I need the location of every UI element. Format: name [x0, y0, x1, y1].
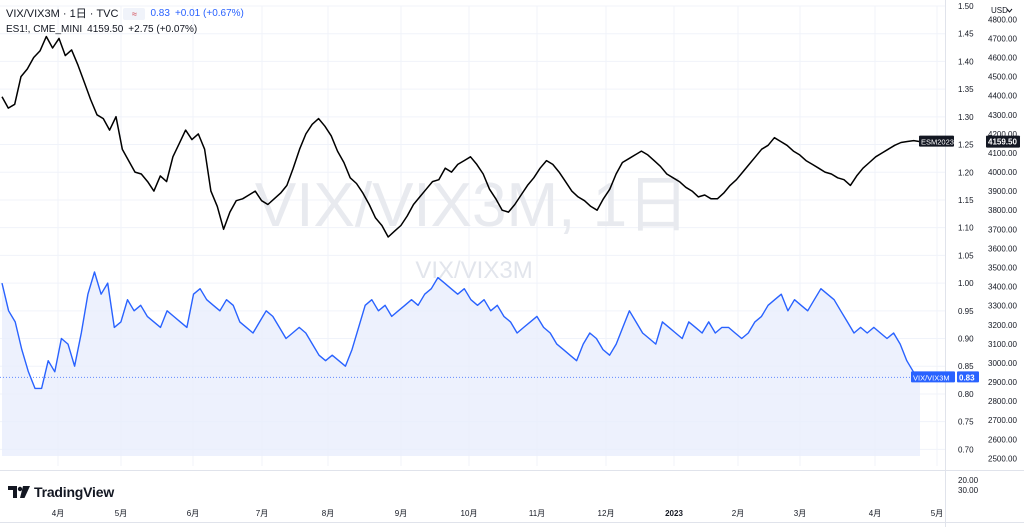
x-axis-tick-label: 5月 — [115, 509, 127, 518]
currency-selector[interactable]: USD — [991, 6, 1008, 15]
left-scale-tick-label: 0.75 — [958, 418, 974, 427]
left-scale-tick-label: 1.50 — [958, 2, 974, 11]
left-scale-tick-label: 0.95 — [958, 307, 974, 316]
x-axis-tick-label: 10月 — [461, 509, 478, 518]
brand-name: TradingView — [34, 484, 115, 500]
left-scale-tick-label: 0.80 — [958, 390, 974, 399]
right-scale-tick-label: 3100.00 — [988, 340, 1017, 349]
right-scale-tick-label: 3600.00 — [988, 244, 1017, 253]
right-scale-tick-label: 4000.00 — [988, 168, 1017, 177]
x-axis-tick-label: 7月 — [256, 509, 268, 518]
right-scale-tick-label: 4700.00 — [988, 34, 1017, 43]
right-scale-tick-label: 4600.00 — [988, 54, 1017, 63]
right-scale-tick-label: 4500.00 — [988, 73, 1017, 82]
x-axis-tick-label: 4月 — [869, 509, 881, 518]
es-change: +2.75 (+0.07%) — [128, 24, 198, 35]
left-scale-tick-label: 1.15 — [958, 196, 974, 205]
left-scale-tick-label: 0.70 — [958, 445, 974, 454]
watermark-sub: VIX/VIX3M — [415, 257, 532, 284]
ratio-last-price-badge — [957, 371, 979, 383]
watermark-main: VIX/VIX3M, 1日 — [255, 171, 689, 240]
es-last-price-label: 4159.50 — [988, 138, 1017, 147]
right-scale-tick-label: 4100.00 — [988, 149, 1017, 158]
left-scale-tick-label: 1.05 — [958, 251, 974, 260]
right-scale-tick-label: 4300.00 — [988, 111, 1017, 120]
series-tag-vix-vix3m-label: VIX/VIX3M — [913, 373, 950, 382]
left-scale-tick-label: 1.20 — [958, 168, 974, 177]
left-scale-tick-label: 1.00 — [958, 279, 974, 288]
chevron-down-icon[interactable] — [1006, 8, 1013, 13]
lower-scale-tick-label: 30.00 — [958, 486, 979, 495]
tradingview-mark-icon — [8, 486, 30, 498]
x-axis-tick-label: 12月 — [598, 509, 615, 518]
x-axis-tick-label: 4月 — [52, 509, 64, 518]
right-scale-tick-label: 3700.00 — [988, 225, 1017, 234]
left-scale-tick-label: 1.10 — [958, 224, 974, 233]
right-scale-tick-label: 3000.00 — [988, 359, 1017, 368]
left-scale-tick-label: 1.30 — [958, 113, 974, 122]
x-axis-tick-label: 11月 — [529, 509, 545, 518]
x-axis-tick-label: 8月 — [322, 509, 334, 518]
ratio-last-price-label: 0.83 — [959, 373, 975, 382]
right-scale-tick-label: 4200.00 — [988, 130, 1017, 139]
right-scale-tick-label: 3500.00 — [988, 263, 1017, 272]
x-axis-tick-label: 6月 — [187, 509, 199, 518]
left-scale-tick-label: 1.40 — [958, 57, 974, 66]
right-scale-tick-label: 2700.00 — [988, 416, 1017, 425]
right-scale-tick-label: 3300.00 — [988, 302, 1017, 311]
x-axis-tick-label: 3月 — [794, 509, 806, 518]
series-line-esm2023[interactable] — [1, 35, 921, 238]
ratio-value: 0.83 — [150, 8, 170, 19]
left-scale-tick-label: 1.25 — [958, 141, 974, 150]
compare-toggle-icon[interactable]: ≈ — [123, 8, 146, 20]
chart-legend: VIX/VIX3M · 1日 · TVC ≈ 0.83 +0.01 (+0.67… — [6, 6, 244, 38]
lower-scale-tick-label: 20.00 — [958, 476, 979, 485]
right-scale-tick-label: 2900.00 — [988, 378, 1017, 387]
right-scale-tick-label: 2500.00 — [988, 454, 1017, 463]
left-scale-tick-label: 0.90 — [958, 335, 974, 344]
x-axis-tick-label: 2月 — [732, 509, 744, 518]
symbol-title[interactable]: VIX/VIX3M · 1日 · TVC — [6, 8, 119, 20]
right-scale-tick-label: 2800.00 — [988, 397, 1017, 406]
right-scale-tick-label: 3900.00 — [988, 187, 1017, 196]
right-scale-tick-label: 4400.00 — [988, 92, 1017, 101]
series-tag-esm2023 — [919, 135, 954, 147]
right-scale-tick-label: 4800.00 — [988, 15, 1017, 24]
right-scale-tick-label: 3400.00 — [988, 283, 1017, 292]
left-scale-tick-label: 0.85 — [958, 362, 974, 371]
right-scale-tick-label: 3200.00 — [988, 321, 1017, 330]
left-scale-tick-label: 1.35 — [958, 85, 974, 94]
right-scale-tick-label: 2600.00 — [988, 435, 1017, 444]
legend-main-row: VIX/VIX3M · 1日 · TVC ≈ 0.83 +0.01 (+0.67… — [6, 6, 244, 22]
right-scale-tick-label: 3800.00 — [988, 206, 1017, 215]
ratio-change: +0.01 (+0.67%) — [174, 8, 244, 19]
legend-es-row: ES1!, CME_MINI 4159.50 +2.75 (+0.07%) — [6, 22, 244, 38]
x-axis-tick-label: 5月 — [931, 509, 943, 518]
ratio-area-fill — [2, 272, 920, 456]
series-line-vix-vix3m[interactable] — [1, 271, 921, 390]
es-symbol-label[interactable]: ES1!, CME_MINI — [6, 24, 83, 35]
x-axis-tick-label: 9月 — [395, 509, 407, 518]
left-scale-tick-label: 1.45 — [958, 30, 974, 39]
es-value: 4159.50 — [87, 24, 124, 35]
tradingview-logo[interactable]: TradingView — [8, 484, 114, 500]
series-tag-vix-vix3m — [911, 371, 955, 383]
es-last-price-badge — [986, 135, 1020, 148]
series-tag-esm2023-label: ESM2023 — [921, 138, 954, 147]
x-axis-tick-label: 2023 — [665, 509, 683, 518]
